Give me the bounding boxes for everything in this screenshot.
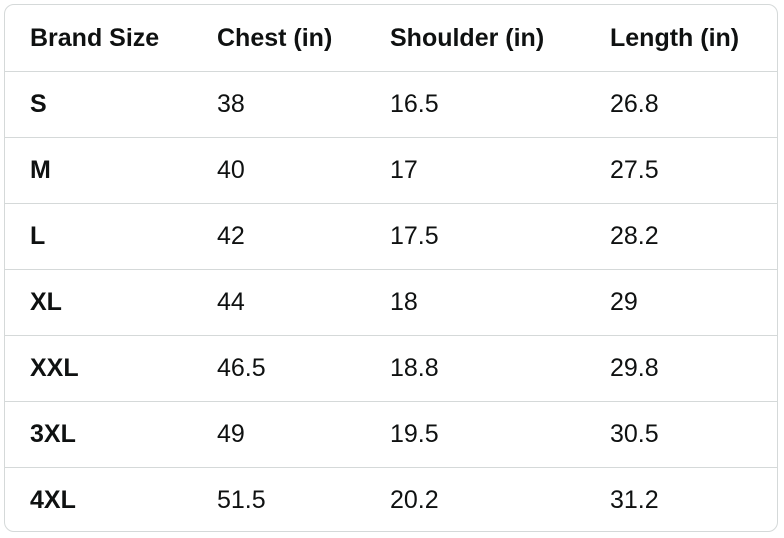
measurement-cell: 49 (192, 401, 365, 468)
header-cell: Length (in) (585, 5, 777, 72)
table-body: S 38 16.5 26.8 M 40 17 27.5 L 42 17.5 28.2 XL 44 18 29 X… (5, 71, 777, 532)
table-row: XXL 46.5 18.8 29.8 (5, 335, 777, 402)
measurement-cell: 44 (192, 269, 365, 336)
measurement-cell: 18 (365, 269, 585, 336)
measurement-cell: 30.5 (585, 401, 777, 468)
header-cell: Brand Size (5, 5, 192, 72)
size-cell: XXL (5, 335, 192, 402)
size-table: Brand Size Chest (in) Shoulder (in) Length … (5, 5, 777, 532)
measurement-cell: 26.8 (585, 71, 777, 138)
table-row: M 40 17 27.5 (5, 137, 777, 204)
measurement-cell: 27.5 (585, 137, 777, 204)
table-row: XL 44 18 29 (5, 269, 777, 336)
table-row: 4XL 51.5 20.2 31.2 (5, 468, 777, 532)
measurement-cell: 20.2 (390, 486, 439, 514)
size-cell: L (5, 203, 192, 270)
measurement-cell: 16.5 (365, 71, 585, 138)
measurement-cell: 42 (192, 203, 365, 270)
size-cell: 3XL (5, 401, 192, 468)
table-row: 3XL 49 19.5 30.5 (5, 401, 777, 468)
table-row: S 38 16.5 26.8 (5, 71, 777, 138)
size-cell: S (5, 71, 192, 138)
measurement-cell: 46.5 (192, 335, 365, 402)
header-row: Brand Size Chest (in) Shoulder (in) Length … (5, 5, 777, 72)
measurement-cell: 18.8 (365, 335, 585, 402)
size-cell: M (5, 137, 192, 204)
measurement-cell: 38 (192, 71, 365, 138)
measurement-cell: 19.5 (365, 401, 585, 468)
measurement-cell: 28.2 (585, 203, 777, 270)
measurement-cell: 17.5 (365, 203, 585, 270)
measurement-cell: 40 (192, 137, 365, 204)
size-cell: 4XL (30, 486, 76, 514)
size-table-container: Brand Size Chest (in) Shoulder (in) Length … (4, 4, 778, 532)
header-cell: Chest (in) (192, 5, 365, 72)
table-row: L 42 17.5 28.2 (5, 203, 777, 270)
measurement-cell: 29.8 (585, 335, 777, 402)
measurement-cell: 17 (365, 137, 585, 204)
measurement-cell: 51.5 (217, 486, 266, 514)
measurement-cell: 31.2 (610, 486, 659, 514)
size-cell: XL (5, 269, 192, 336)
table-head: Brand Size Chest (in) Shoulder (in) Length … (5, 5, 777, 72)
measurement-cell: 29 (585, 269, 777, 336)
header-cell: Shoulder (in) (365, 5, 585, 72)
